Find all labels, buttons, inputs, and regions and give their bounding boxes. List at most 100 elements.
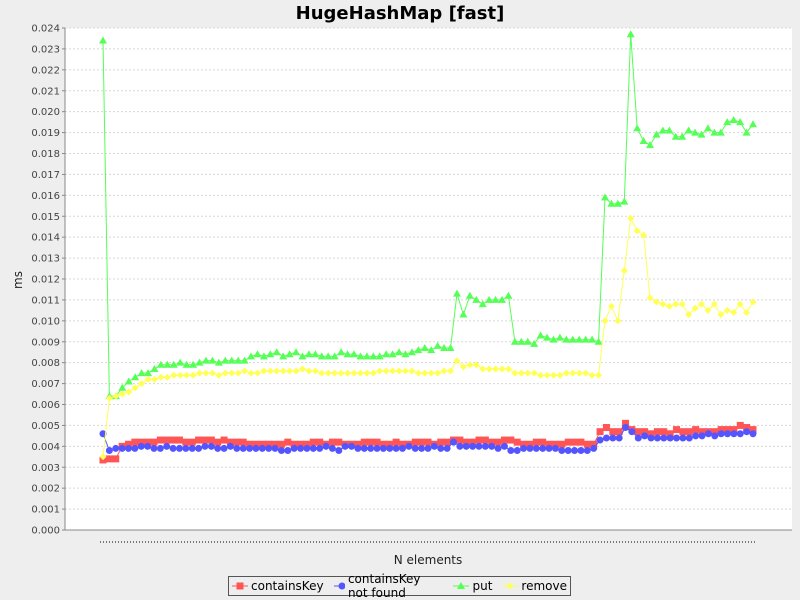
series-containskey-not-found (99, 424, 757, 455)
data-point (743, 308, 751, 316)
data-point (214, 444, 222, 452)
data-point (266, 350, 275, 358)
data-point (228, 369, 236, 377)
data-point (481, 442, 489, 450)
data-point (704, 430, 712, 438)
data-point (469, 442, 477, 450)
data-point (588, 335, 597, 343)
data-point (424, 444, 432, 452)
data-point (717, 311, 725, 319)
data-point (716, 128, 725, 136)
y-tick-label: 0.020 (31, 107, 60, 118)
data-point (189, 371, 197, 379)
data-point (462, 438, 470, 446)
data-point (703, 124, 712, 132)
data-point (297, 444, 305, 452)
data-point (513, 438, 521, 446)
data-point (233, 444, 241, 452)
data-point (183, 371, 191, 379)
data-point (277, 447, 285, 455)
y-tick-label: 0.011 (31, 295, 60, 306)
data-point (543, 371, 551, 379)
data-point (685, 434, 693, 442)
data-point (252, 440, 260, 448)
y-tick-label: 0.004 (31, 442, 60, 453)
data-point (590, 444, 598, 452)
data-point (420, 344, 429, 352)
legend-item: remove (502, 579, 567, 593)
data-point (466, 361, 474, 369)
series-remove (99, 214, 757, 461)
y-tick-label: 0.013 (31, 254, 60, 265)
data-point (318, 369, 326, 377)
data-point (609, 434, 617, 442)
data-point (749, 120, 757, 128)
data-point (602, 424, 610, 432)
data-point (440, 344, 449, 352)
y-tick-label: 0.018 (31, 149, 60, 160)
data-point (494, 438, 502, 446)
data-point (679, 428, 687, 436)
data-point (437, 444, 445, 452)
data-point (202, 369, 210, 377)
data-point (125, 388, 133, 396)
data-point (271, 444, 279, 452)
data-point (685, 428, 693, 436)
data-point (449, 438, 457, 446)
data-point (392, 438, 400, 446)
data-point (309, 438, 317, 446)
data-point (292, 348, 301, 356)
data-point (373, 444, 381, 452)
data-point (233, 438, 241, 446)
data-point (571, 447, 579, 455)
data-point (401, 367, 409, 375)
data-point (564, 438, 572, 446)
data-point (273, 367, 281, 375)
data-point (634, 434, 642, 442)
data-point (401, 350, 410, 358)
data-point (607, 199, 616, 207)
data-point (246, 444, 254, 452)
data-point (421, 369, 429, 377)
data-point (633, 227, 641, 235)
data-point (671, 132, 680, 140)
data-point (532, 438, 540, 446)
data-point (343, 350, 352, 358)
data-point (201, 442, 209, 450)
data-point (277, 440, 285, 448)
data-point (520, 444, 528, 452)
y-tick-label: 0.002 (31, 484, 60, 495)
data-point (118, 390, 126, 398)
data-point (246, 440, 254, 448)
data-point (583, 440, 591, 448)
data-point (498, 365, 506, 373)
y-tick-label: 0.008 (31, 358, 60, 369)
data-point (736, 421, 744, 429)
data-point (459, 310, 468, 318)
data-point (620, 267, 628, 275)
data-point (367, 438, 375, 446)
data-point (265, 440, 273, 448)
data-point (207, 442, 215, 450)
data-point (201, 436, 209, 444)
data-point (131, 438, 139, 446)
data-point (386, 444, 394, 452)
data-point (182, 360, 191, 368)
data-point (698, 300, 706, 308)
data-point (354, 440, 362, 448)
data-point (131, 373, 140, 381)
data-point (265, 444, 273, 452)
y-tick-label: 0.017 (31, 170, 60, 181)
data-point (647, 434, 655, 442)
legend-swatch (333, 582, 345, 590)
data-point (743, 428, 751, 436)
data-point (430, 442, 438, 450)
data-point (399, 444, 407, 452)
data-point (575, 335, 584, 343)
data-point (271, 440, 279, 448)
data-point (596, 428, 604, 436)
data-point (316, 444, 324, 452)
data-point (124, 440, 132, 448)
data-point (214, 358, 223, 366)
data-point (337, 348, 346, 356)
